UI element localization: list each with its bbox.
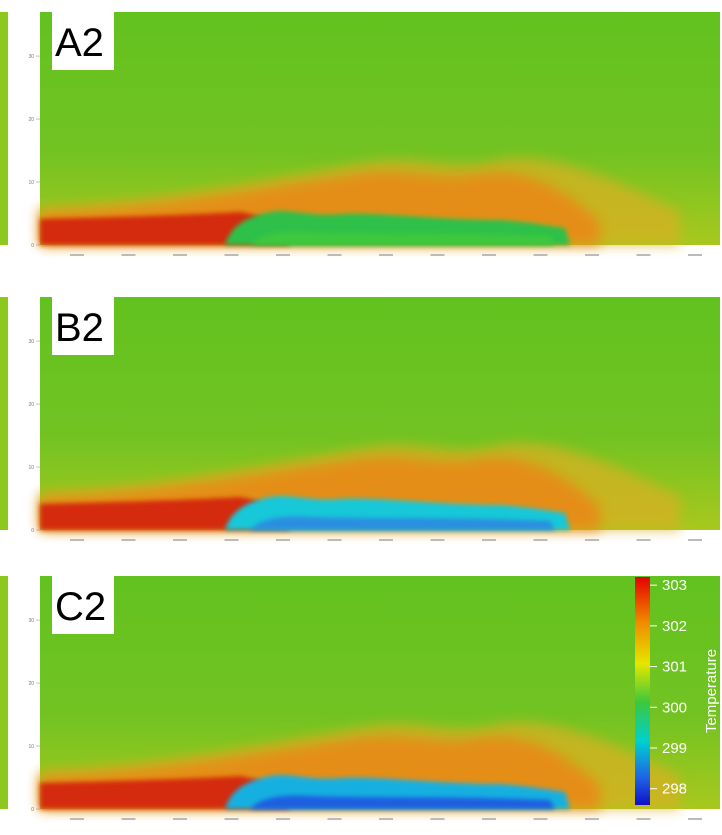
- x-tick-label: [224, 539, 239, 541]
- side-strip: [0, 12, 8, 245]
- x-tick-label: [121, 539, 136, 541]
- x-tick-label: [276, 818, 290, 820]
- x-tick-label: [379, 818, 393, 820]
- x-tick-label: [533, 818, 548, 820]
- panel-label: C2: [55, 585, 106, 629]
- side-strip: [0, 576, 8, 809]
- x-tick-label: [482, 254, 496, 256]
- x-tick-label: [585, 818, 599, 820]
- x-tick-label: [533, 254, 548, 256]
- x-tick-label: [636, 539, 651, 541]
- x-tick-label: [224, 254, 239, 256]
- field: [40, 576, 720, 809]
- x-tick-label: [224, 818, 239, 820]
- panel: C2 0 10 20 30: [0, 576, 720, 820]
- panel: B2 0 10 20 30: [0, 297, 720, 541]
- y-tick-label: 10: [28, 744, 34, 750]
- panel: A2 0 10 20 30: [0, 12, 720, 256]
- label-box: [52, 297, 114, 355]
- y-tick-label: 20: [28, 681, 34, 687]
- x-tick-label: [173, 539, 187, 541]
- colorbar-ramp: [635, 577, 650, 805]
- y-tick-label: 20: [28, 402, 34, 408]
- x-tick-label: [121, 818, 136, 820]
- y-tick-label: 0: [31, 243, 34, 249]
- x-tick-label: [327, 254, 342, 256]
- x-tick-label: [636, 254, 651, 256]
- colorbar-tick-label: 298: [662, 781, 687, 798]
- x-tick-label: [430, 539, 445, 541]
- x-tick-label: [327, 818, 342, 820]
- colorbar-title: Temperature: [703, 649, 720, 733]
- y-tick-label: 30: [28, 618, 34, 624]
- y-tick-label: 30: [28, 54, 34, 60]
- colorbar-tick-label: 303: [662, 577, 687, 594]
- y-tick-label: 30: [28, 339, 34, 345]
- x-tick-label: [276, 254, 290, 256]
- x-tick-label: [70, 818, 84, 820]
- panel-label: B2: [55, 306, 104, 350]
- x-tick-label: [327, 539, 342, 541]
- x-tick-label: [585, 539, 599, 541]
- panel-label: A2: [55, 21, 104, 65]
- colorbar-tick-label: 302: [662, 618, 687, 635]
- y-tick-label: 0: [31, 528, 34, 534]
- x-tick-label: [379, 539, 393, 541]
- colorbar-tick-label: 301: [662, 659, 687, 676]
- x-tick-label: [636, 818, 651, 820]
- x-tick-label: [688, 818, 702, 820]
- colorbar-tick-label: 300: [662, 699, 687, 716]
- x-tick-label: [121, 254, 136, 256]
- y-tick-label: 10: [28, 180, 34, 186]
- x-tick-label: [482, 818, 496, 820]
- y-tick-label: 10: [28, 465, 34, 471]
- x-tick-label: [70, 539, 84, 541]
- red-layer: [40, 212, 290, 245]
- x-tick-label: [533, 539, 548, 541]
- red-layer: [40, 776, 290, 809]
- x-tick-label: [585, 254, 599, 256]
- x-tick-label: [688, 539, 702, 541]
- x-tick-label: [276, 539, 290, 541]
- cold-core: [250, 231, 555, 245]
- colorbar: 298 299 300 301 302 303 Temperature: [635, 577, 720, 805]
- x-tick-label: [379, 254, 393, 256]
- y-tick-label: 20: [28, 117, 34, 123]
- label-box: [52, 576, 114, 634]
- x-tick-label: [430, 254, 445, 256]
- x-tick-label: [688, 254, 702, 256]
- label-box: [52, 12, 114, 70]
- cold-core: [250, 795, 555, 809]
- x-tick-label: [173, 818, 187, 820]
- side-strip: [0, 297, 8, 530]
- colorbar-tick-label: 299: [662, 740, 687, 757]
- red-layer: [40, 497, 290, 530]
- x-tick-label: [173, 254, 187, 256]
- x-tick-label: [482, 539, 496, 541]
- x-tick-label: [430, 818, 445, 820]
- field: [40, 12, 720, 245]
- x-tick-label: [70, 254, 84, 256]
- y-tick-label: 0: [31, 807, 34, 813]
- cold-core: [250, 516, 555, 530]
- field: [40, 297, 720, 530]
